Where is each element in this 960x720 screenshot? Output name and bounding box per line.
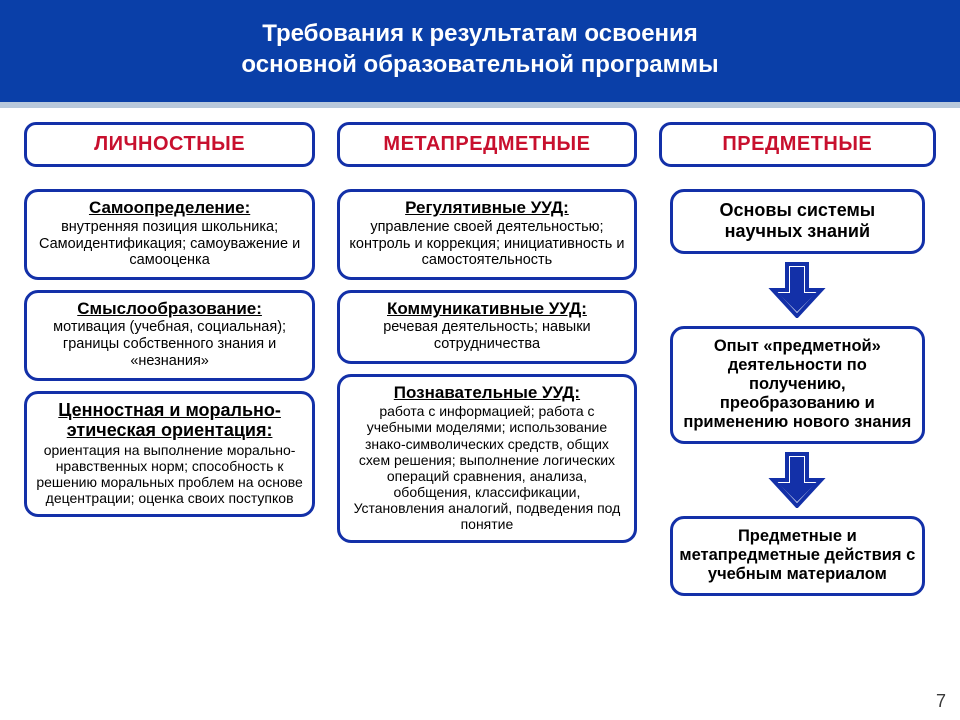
box-body: мотивация (учебная, социальная); границы… <box>35 319 304 369</box>
box-meaning-making: Смыслообразование: мотивация (учебная, с… <box>24 290 315 381</box>
category-subject: ПРЕДМЕТНЫЕ <box>659 122 936 167</box>
box-title: Смыслообразование: <box>35 299 304 319</box>
box-cognitive: Познавательные УУД: работа с информацией… <box>337 374 637 543</box>
columns-container: ЛИЧНОСТНЫЕ Самоопределение: внутренняя п… <box>0 108 960 605</box>
category-meta: МЕТАПРЕДМЕТНЫЕ <box>337 122 637 167</box>
box-regulative: Регулятивные УУД: управление своей деяте… <box>337 189 637 280</box>
box-title: Опыт «предметной» деятельности по получе… <box>679 337 916 432</box>
column-personal: ЛИЧНОСТНЫЕ Самоопределение: внутренняя п… <box>24 122 315 517</box>
box-body: внутренняя позиция школьника; Самоиденти… <box>35 219 304 269</box>
box-body: ориентация на выполнение морально-нравст… <box>35 442 304 506</box>
arrow-down-1 <box>659 262 936 318</box>
page-number: 7 <box>936 691 946 712</box>
box-moral-orientation: Ценностная и морально-этическая ориентац… <box>24 391 315 518</box>
arrow-down-icon <box>767 452 827 508</box>
box-self-determination: Самоопределение: внутренняя позиция школ… <box>24 189 315 280</box>
box-title: Основы системы научных знаний <box>679 200 916 241</box>
box-title: Регулятивные УУД: <box>348 198 626 218</box>
box-title: Предметные и метапредметные действия с у… <box>679 527 916 584</box>
column-meta: МЕТАПРЕДМЕТНЫЕ Регулятивные УУД: управле… <box>337 122 637 543</box>
box-title: Самоопределение: <box>35 198 304 218</box>
title-line-2: основной образовательной программы <box>241 51 718 78</box>
box-title: Коммуникативные УУД: <box>348 299 626 319</box>
box-communicative: Коммуникативные УУД: речевая деятельност… <box>337 290 637 364</box>
box-body: речевая деятельность; навыки сотрудничес… <box>348 319 626 352</box>
box-subject-experience: Опыт «предметной» деятельности по получе… <box>670 326 925 444</box>
column-subject: ПРЕДМЕТНЫЕ Основы системы научных знаний… <box>659 122 936 595</box>
arrow-down-2 <box>659 452 936 508</box>
box-actions-with-material: Предметные и метапредметные действия с у… <box>670 516 925 596</box>
box-scientific-basis: Основы системы научных знаний <box>670 189 925 253</box>
box-body: работа с информацией; работа с учебными … <box>348 403 626 532</box>
arrow-down-icon <box>767 262 827 318</box>
category-personal: ЛИЧНОСТНЫЕ <box>24 122 315 167</box>
title-line-1: Требования к результатам освоения <box>262 20 698 47</box>
box-body: управление своей деятельностью; контроль… <box>348 219 626 269</box>
box-title: Познавательные УУД: <box>348 383 626 403</box>
page-title: Требования к результатам освоения основн… <box>0 0 960 108</box>
box-title: Ценностная и морально-этическая ориентац… <box>35 400 304 441</box>
